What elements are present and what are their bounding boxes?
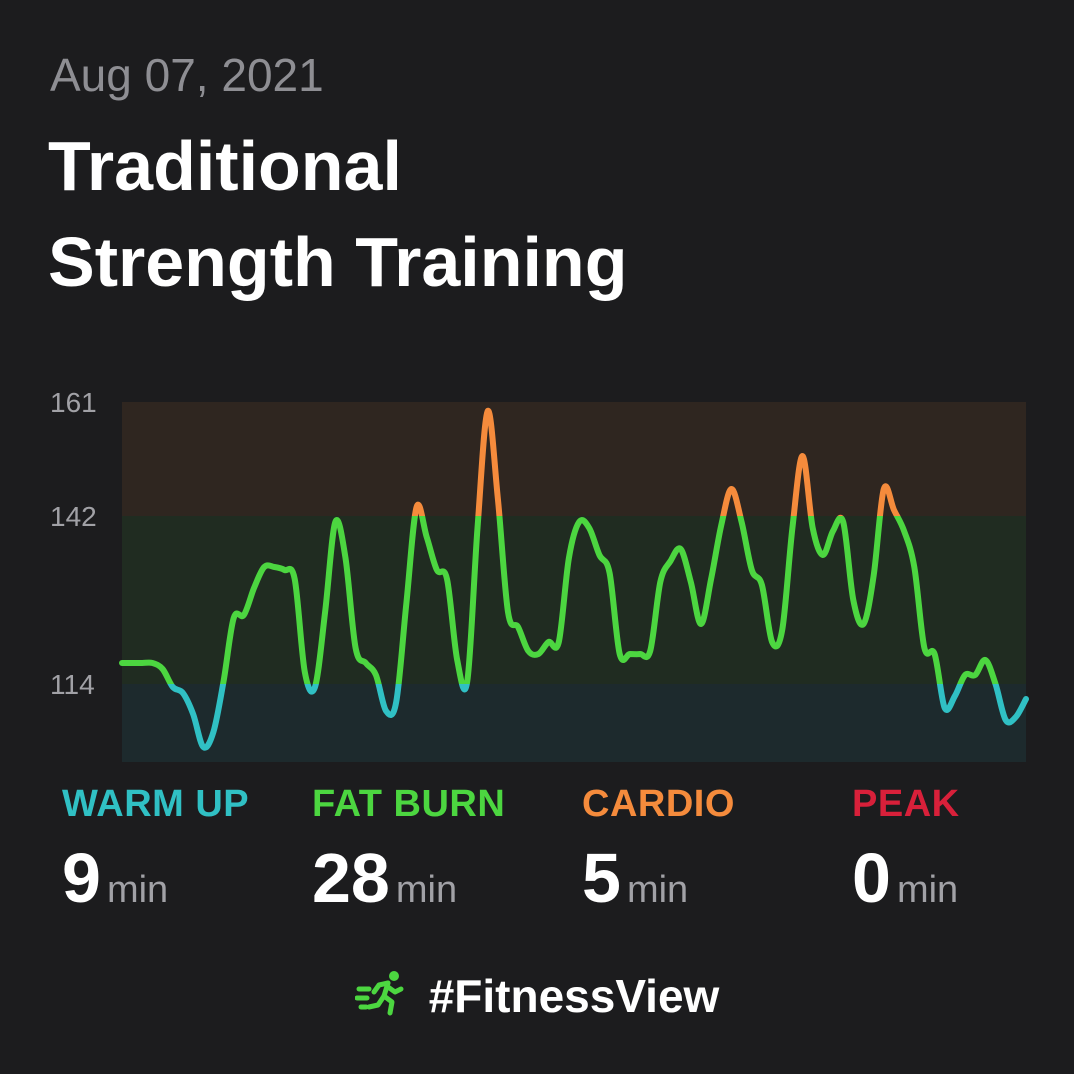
zone-warm-up: WARM UP 9 min [62,785,249,913]
zone-warm-up-minutes: 9 [62,839,101,917]
y-tick-label: 142 [50,501,97,532]
workout-title: Traditional Strength Training [48,118,627,310]
zone-cardio: CARDIO 5 min [582,785,735,913]
workout-date: Aug 07, 2021 [50,49,324,101]
heart-rate-line-fat-burn [119,516,999,684]
zone-peak-unit: min [896,869,959,911]
zone-fat-burn-unit: min [395,869,458,911]
zone-peak-label: PEAK [852,783,960,825]
zone-warm-up-label: WARM UP [62,783,250,825]
zone-cardio-minutes: 5 [582,839,621,917]
heart-rate-chart: 114 142 161 [50,387,1029,762]
fitnessview-hashtag: #FitnessView [428,970,720,1022]
band-warm-up [122,684,1026,762]
workout-title-line-2: Strength Training [48,223,628,301]
band-cardio [122,402,1026,516]
running-figure-icon [354,969,407,1024]
app-branding: #FitnessView [0,966,1074,1026]
zone-summary: WARM UP 9 min FAT BURN 28 min CARDIO 5 min … [0,785,1074,925]
zone-fat-burn: FAT BURN 28 min [312,785,505,913]
zone-fat-burn-label: FAT BURN [312,783,506,825]
y-tick-label: 161 [50,387,97,418]
zone-peak-minutes: 0 [852,839,891,917]
zone-cardio-unit: min [626,869,689,911]
y-tick-label: 114 [50,669,95,700]
workout-title-line-1: Traditional [48,127,402,205]
zone-cardio-label: CARDIO [582,783,735,825]
heart-rate-line [119,407,1029,751]
zone-warm-up-unit: min [106,869,169,911]
zone-fat-burn-minutes: 28 [312,839,390,917]
zone-peak: PEAK 0 min [852,785,960,913]
y-axis-ticks: 114 142 161 [50,387,97,700]
